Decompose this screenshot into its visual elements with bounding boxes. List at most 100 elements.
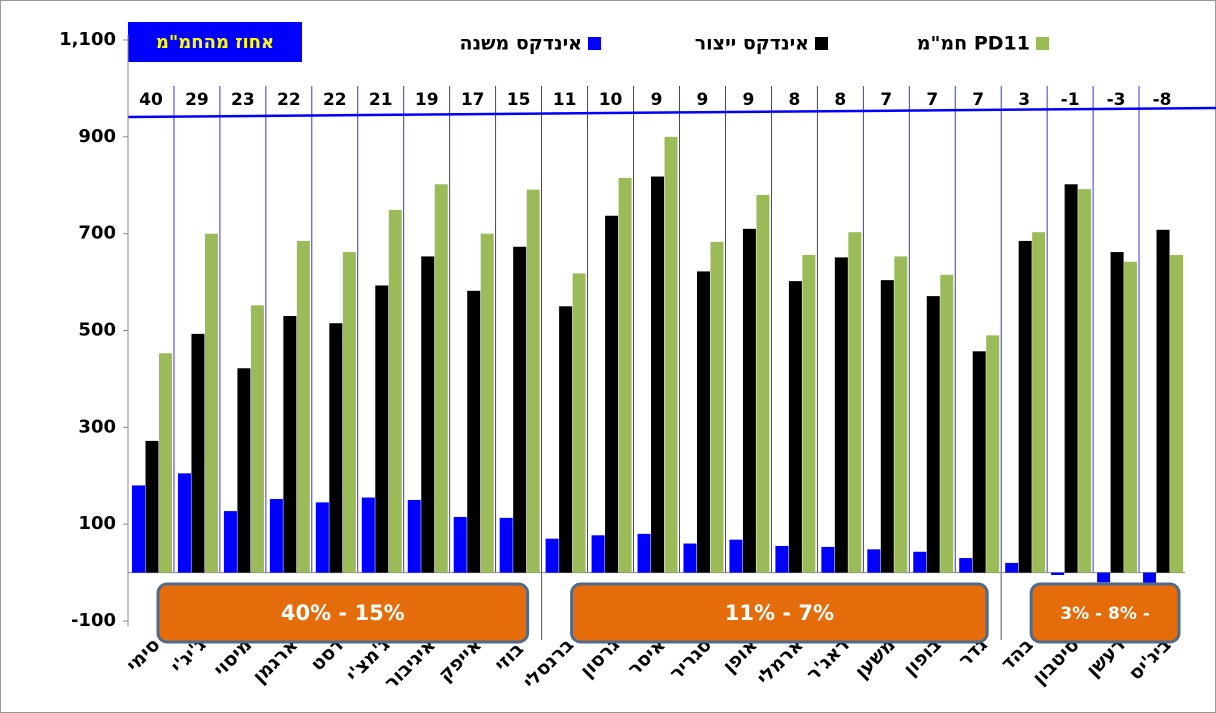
group-label: 11% - 7% xyxy=(725,601,834,625)
percent-label: 21 xyxy=(369,90,393,110)
y-tick-label: 300 xyxy=(78,416,116,437)
bar xyxy=(867,549,881,573)
bar xyxy=(591,535,605,573)
bar xyxy=(756,194,770,573)
percent-label: 11 xyxy=(553,90,577,110)
annotation-title: אחוז מהחמ"מ xyxy=(156,32,274,53)
percent-label: 9 xyxy=(697,90,709,110)
bar xyxy=(177,473,191,573)
bar xyxy=(848,232,862,573)
y-tick-label: 900 xyxy=(78,126,116,147)
group-label: 40% - 15% xyxy=(281,601,405,625)
percent-label: 3 xyxy=(1018,90,1030,110)
bar xyxy=(269,498,283,573)
percent-label: 22 xyxy=(323,90,347,110)
bar xyxy=(972,351,986,573)
bar xyxy=(1018,240,1032,573)
bar xyxy=(296,240,310,573)
bar xyxy=(572,273,586,573)
bar xyxy=(526,189,540,573)
group-box xyxy=(1029,582,1181,644)
bar xyxy=(926,296,940,573)
bar xyxy=(664,136,678,573)
bar xyxy=(834,257,848,573)
percent-label: 40 xyxy=(139,90,163,110)
bar xyxy=(250,305,264,573)
bar xyxy=(407,499,421,573)
bar xyxy=(545,538,559,573)
bar xyxy=(802,254,816,573)
percent-label: 29 xyxy=(185,90,209,110)
bar xyxy=(940,274,954,573)
percent-label: -8 xyxy=(1153,90,1172,110)
bar xyxy=(1110,252,1124,573)
legend-label: אינדקס משנה xyxy=(459,33,582,55)
bar xyxy=(683,543,697,573)
bar xyxy=(499,517,513,573)
bar xyxy=(959,558,973,573)
percent-label: 10 xyxy=(599,90,623,110)
bar xyxy=(821,546,835,573)
y-tick-label: 700 xyxy=(78,223,116,244)
bar xyxy=(1170,254,1184,573)
bar xyxy=(637,533,651,573)
bar xyxy=(237,368,251,573)
bar xyxy=(329,323,343,573)
bar xyxy=(361,497,375,573)
percent-label: 22 xyxy=(277,90,301,110)
percent-label: 8 xyxy=(834,90,846,110)
group-box xyxy=(570,582,989,644)
bar xyxy=(467,290,481,573)
bar xyxy=(388,209,402,573)
percent-label: 7 xyxy=(926,90,938,110)
percent-label: -3 xyxy=(1107,90,1126,110)
bar xyxy=(1078,189,1092,573)
legend-swatch xyxy=(1036,37,1049,50)
bar xyxy=(913,551,927,573)
bar xyxy=(605,215,619,573)
bar xyxy=(986,335,1000,573)
y-tick-label: 500 xyxy=(78,320,116,341)
bar xyxy=(375,285,389,573)
y-tick-label: 1,100 xyxy=(59,29,116,50)
legend-label: אינדקס ייצור xyxy=(695,33,809,55)
bar xyxy=(742,228,756,573)
bar xyxy=(132,485,145,573)
bar xyxy=(894,256,908,573)
percent-label: 19 xyxy=(415,90,439,110)
bar xyxy=(204,233,218,573)
bar xyxy=(283,315,297,573)
bar xyxy=(1064,184,1078,573)
bar xyxy=(513,246,527,573)
percent-label: 17 xyxy=(461,90,485,110)
y-tick-label: -100 xyxy=(71,610,116,631)
bar xyxy=(223,511,237,573)
bar xyxy=(880,280,894,573)
annotation-box xyxy=(128,22,302,62)
trend-line xyxy=(127,106,1216,119)
percent-label: 8 xyxy=(788,90,800,110)
bar xyxy=(1097,572,1111,583)
bar xyxy=(1051,572,1065,576)
group-box xyxy=(156,582,530,644)
bar xyxy=(145,440,159,573)
bar xyxy=(421,256,435,573)
legend-label: חמ"מ PD11 xyxy=(917,33,1030,55)
bar xyxy=(434,184,448,573)
legend-swatch xyxy=(815,37,828,50)
percent-label: 9 xyxy=(742,90,754,110)
bar xyxy=(1156,229,1170,573)
bar xyxy=(1124,261,1138,573)
bar xyxy=(191,333,205,573)
bar xyxy=(1005,562,1019,573)
percent-label: -1 xyxy=(1061,90,1080,110)
percent-label: 15 xyxy=(507,90,531,110)
group-label: 3% - 8% - xyxy=(1060,604,1150,624)
y-tick-label: 100 xyxy=(78,513,116,534)
bar xyxy=(696,271,710,573)
percent-label: 23 xyxy=(231,90,255,110)
percent-label: 9 xyxy=(651,90,663,110)
percent-label: 7 xyxy=(880,90,892,110)
bar xyxy=(788,281,802,573)
